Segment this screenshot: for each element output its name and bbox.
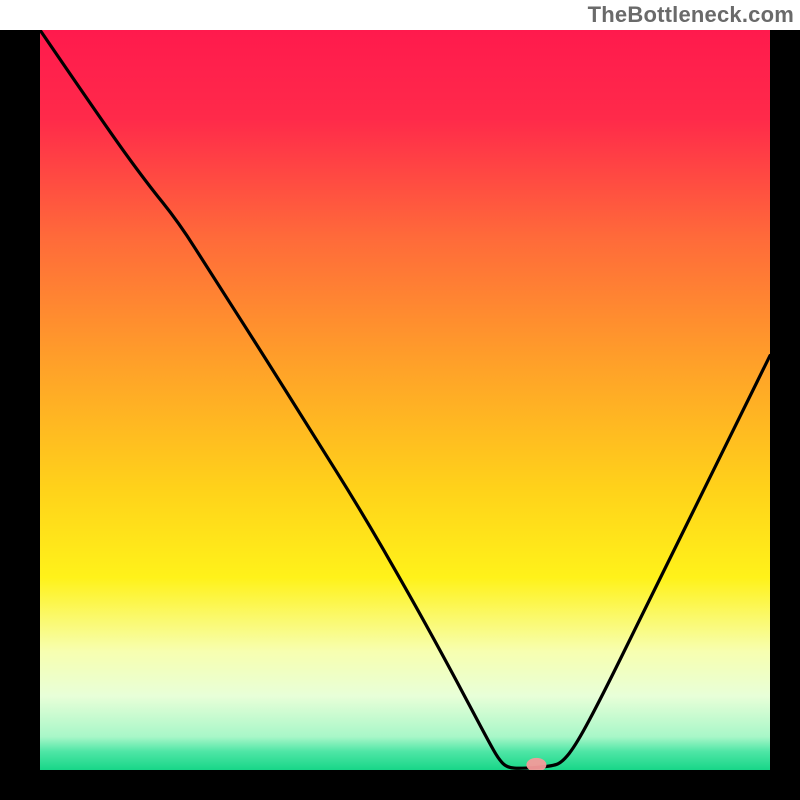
chart-svg	[0, 0, 800, 800]
optimum-marker	[526, 758, 546, 772]
gradient-background	[40, 30, 770, 770]
frame-bottom	[0, 770, 800, 800]
watermark-text: TheBottleneck.com	[588, 2, 794, 28]
frame-right	[770, 0, 800, 800]
frame-left	[0, 0, 40, 800]
bottleneck-chart: TheBottleneck.com	[0, 0, 800, 800]
